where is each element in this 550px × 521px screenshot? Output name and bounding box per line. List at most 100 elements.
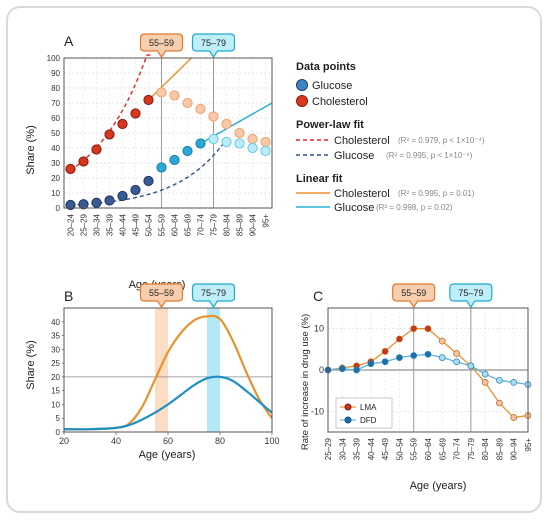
panel-c-callout-75-79: 75–79	[449, 283, 493, 309]
panel-a-point-glucose	[208, 133, 219, 145]
panel-b-ytick: 5	[56, 414, 61, 423]
panel-b-label: B	[64, 288, 73, 304]
panel-a-linear-fit-cholesterol	[147, 57, 192, 101]
panel-c-xtick: 50–54	[395, 437, 404, 460]
panel-b-callout-75-79-shape	[191, 283, 236, 309]
panel-b-ytick: 15	[51, 387, 60, 396]
panel-a-xtick: 65–69	[184, 213, 193, 236]
panel-c-xtick: 60–64	[424, 437, 433, 460]
panel-c-point-lma	[410, 325, 418, 333]
panel-c-xtick: 25–29	[324, 437, 333, 460]
panel-a-point-cholesterol	[78, 156, 89, 167]
panel-a-ytick: 0	[56, 204, 61, 213]
panel-a-xtick: 85–89	[236, 213, 245, 236]
panel-a-point-cholesterol	[182, 97, 193, 109]
panel-c-label: C	[313, 288, 323, 304]
panel-b-xtick: 80	[215, 436, 225, 446]
panel-c-point-dfd	[438, 354, 446, 361]
legend-glucose-marker	[296, 79, 308, 91]
panel-b-callout-75-79: 75–79	[191, 283, 236, 309]
panel-a-point-glucose	[130, 184, 141, 196]
panel-a-point-glucose	[104, 195, 115, 206]
panel-c-point-lma	[438, 337, 446, 345]
panel-a-point-cholesterol	[65, 163, 76, 175]
panel-a-xtick: 55–59	[158, 213, 167, 236]
panel-b-xtick: 40	[111, 436, 121, 446]
panel-a-xtick: 45–49	[132, 213, 141, 236]
panel-b-ytick: 10	[51, 400, 60, 409]
panel-c-legend-box	[335, 397, 393, 429]
panel-a-ytick: 90	[51, 69, 60, 78]
panel-a-callout-75-79-shape	[191, 33, 236, 59]
panel-c-point-dfd	[410, 352, 418, 359]
panel-c-point-lma	[510, 414, 518, 421]
panel-b-xtick: 20	[59, 436, 69, 446]
panel-a-callout-55-59-shape	[139, 33, 184, 59]
panel-a-point-glucose	[65, 199, 76, 211]
panel-a-label: A	[64, 33, 74, 49]
panel-a-point-glucose	[156, 162, 167, 173]
panel-a-point-glucose	[91, 197, 102, 208]
panel-a-axes-frame	[63, 57, 273, 209]
panel-c-callout-55-59-label: 55–59	[401, 288, 426, 298]
panel-c-point-dfd	[353, 366, 360, 374]
panel-b-callout-55-59-label: 55–59	[149, 288, 174, 298]
panel-c-legend-lma-label: LMA	[360, 403, 377, 412]
panel-a-point-cholesterol	[143, 94, 154, 106]
panel-a-xtick: 80–84	[223, 213, 232, 236]
panel-c-point-dfd	[481, 370, 489, 378]
panel-c-legend-dfd-marker	[344, 416, 352, 424]
panel-a-xtick: 30–34	[93, 213, 102, 236]
panel-a-callout-55-59: 55–59	[139, 33, 184, 59]
panel-c-point-lma	[481, 379, 489, 386]
panel-a-point-cholesterol	[156, 87, 167, 98]
panel-a-ytick: 80	[51, 84, 60, 93]
panel-c-point-dfd	[467, 362, 475, 370]
panel-b-axes-frame	[63, 307, 273, 433]
panel-c-callout-75-79-shape	[449, 283, 493, 309]
panel-b-xlabel: Age (years)	[139, 449, 196, 461]
panel-a-point-glucose	[260, 145, 271, 157]
panel-c-point-lma	[496, 399, 503, 407]
panel-b-callout-55-59: 55–59	[139, 283, 184, 309]
panel-c-point-dfd	[453, 358, 460, 366]
legend-cholesterol-marker	[296, 95, 308, 107]
legend-power-chol-label: Cholesterol	[334, 135, 390, 147]
panel-b-ytick: 20	[51, 373, 60, 382]
panel-c-axes-frame	[327, 307, 529, 433]
panel-a-point-glucose	[117, 190, 128, 202]
panel-c-callout-55-59: 55–59	[392, 283, 436, 309]
panel-c-legend-dfd-label: DFD	[360, 416, 377, 425]
panel-a-xtick: 95+	[262, 214, 271, 228]
panel-c-legend: LMA DFD	[335, 397, 393, 429]
panel-b-callout-55-59-shape	[139, 283, 184, 309]
panel-c-xtick: 95+	[524, 438, 533, 452]
panel-a-callout-75-79-label: 75–79	[201, 38, 226, 48]
legend-glucose-label: Glucose	[312, 80, 352, 92]
panel-c-ytick: -10	[311, 406, 324, 416]
panel-a-point-cholesterol	[195, 103, 206, 115]
legend-power-glu-stat: (R² = 0.995, p < 1×10⁻⁶)	[386, 151, 473, 160]
panel-c-ylabel: Rate of increase in drug use (%)	[300, 314, 311, 450]
panel-a-point-glucose	[247, 142, 258, 154]
panel-a-xtick: 50–54	[145, 213, 154, 236]
panel-b-ytick: 30	[51, 345, 60, 354]
panel-a-xtick: 20–24	[67, 213, 76, 236]
panel-c-point-dfd	[510, 379, 518, 386]
legend-linear-glu-stat: (R² = 0.998, p = 0.02)	[376, 203, 453, 212]
panel-b-band	[155, 308, 168, 432]
panel-b-line-glucose	[63, 375, 273, 431]
panel-a-xtick: 40–44	[119, 213, 128, 236]
panel-a-point-cholesterol	[130, 108, 141, 119]
panel-c-xtick: 40–44	[367, 437, 376, 460]
panel-c-xtick: 75–79	[467, 437, 476, 460]
panel-a-point-cholesterol	[260, 136, 271, 148]
panel-b-ytick: 25	[51, 359, 60, 368]
panel-c-xtick: 35–39	[353, 437, 362, 460]
panel-b-ytick: 0	[56, 428, 61, 437]
panel-c-xtick: 85–89	[495, 437, 504, 460]
legend-power-title: Power-law fit	[296, 119, 364, 131]
panel-c-point-dfd	[424, 350, 432, 358]
